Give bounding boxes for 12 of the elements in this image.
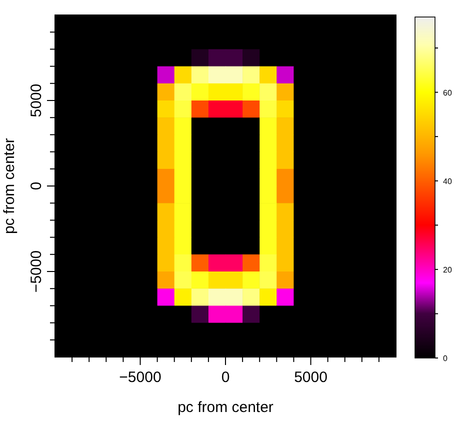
y-tick-label: 0	[28, 182, 45, 190]
y-tick-label: 5000	[28, 84, 45, 118]
y-tick-label: −5000	[28, 250, 45, 293]
color-bar-label: 60	[443, 88, 452, 98]
x-axis-title: pc from center	[178, 399, 274, 416]
color-bar-label: 20	[443, 265, 452, 274]
x-tick-label: 5000	[294, 369, 328, 386]
x-tick-label: 0	[221, 369, 230, 386]
color-bar-label: 0	[443, 354, 448, 363]
color-bar-label: 40	[443, 176, 452, 186]
y-axis-title: pc from center	[1, 138, 18, 234]
x-tick-label: −5000	[119, 369, 162, 386]
